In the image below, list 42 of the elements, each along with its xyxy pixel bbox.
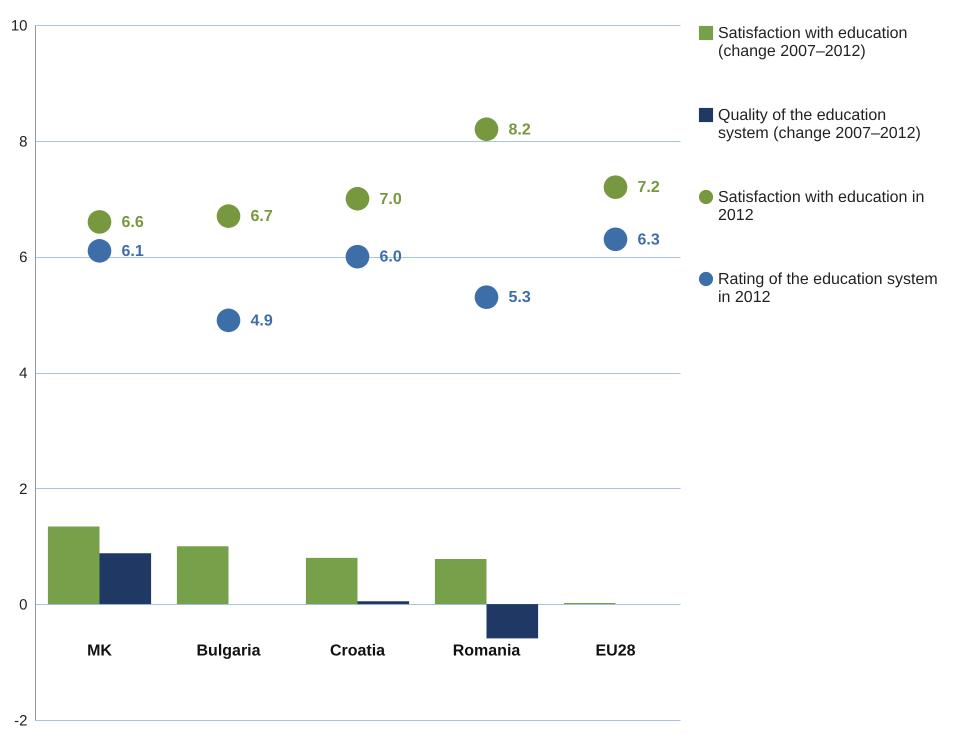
data-label: 6.1: [122, 242, 144, 260]
y-tick-label: 0: [19, 596, 28, 614]
data-label: 8.2: [508, 121, 531, 138]
point: [88, 239, 112, 263]
data-label: 6.0: [380, 248, 402, 266]
point: [346, 244, 370, 268]
bar: [100, 553, 152, 604]
data-label: 5.3: [508, 289, 531, 306]
x-tick-label: EU28: [595, 642, 636, 660]
y-tick-label: 10: [10, 18, 28, 34]
bar: [176, 546, 228, 604]
legend-label: Quality of the education system (change 2007–2012): [718, 107, 921, 142]
x-tick-label: MK: [87, 642, 112, 660]
point: [216, 204, 240, 228]
point: [474, 285, 498, 310]
x-tick-label: Croatia: [330, 642, 386, 660]
data-label: 6.3: [638, 231, 660, 248]
point: [216, 308, 240, 332]
y-tick-label: 8: [19, 133, 28, 150]
data-label: 6.6: [122, 214, 144, 231]
bar: [434, 558, 486, 604]
point: [346, 186, 370, 211]
data-label: 7.2: [638, 179, 660, 196]
point: [604, 227, 628, 252]
legend-label: Satisfaction with education in 2012: [718, 189, 924, 224]
point: [88, 210, 112, 234]
x-tick-label: Romania: [452, 642, 520, 660]
legend-label: Satisfaction with education (change 2007–2012): [718, 25, 908, 60]
bar: [306, 558, 358, 604]
bar: [48, 526, 100, 604]
data-label: 4.9: [250, 312, 273, 330]
y-tick-label: -2: [14, 712, 28, 730]
data-label: 6.7: [250, 208, 273, 226]
y-tick-label: 6: [19, 249, 28, 266]
data-label: 7.0: [380, 190, 402, 208]
bar: [486, 604, 538, 638]
y-tick-label: 4: [19, 365, 28, 382]
y-tick-label: 2: [19, 480, 28, 498]
x-tick-label: Bulgaria: [196, 642, 261, 660]
point: [474, 117, 498, 142]
legend-label: Rating of the education system in 2012: [718, 271, 938, 306]
point: [604, 175, 628, 199]
